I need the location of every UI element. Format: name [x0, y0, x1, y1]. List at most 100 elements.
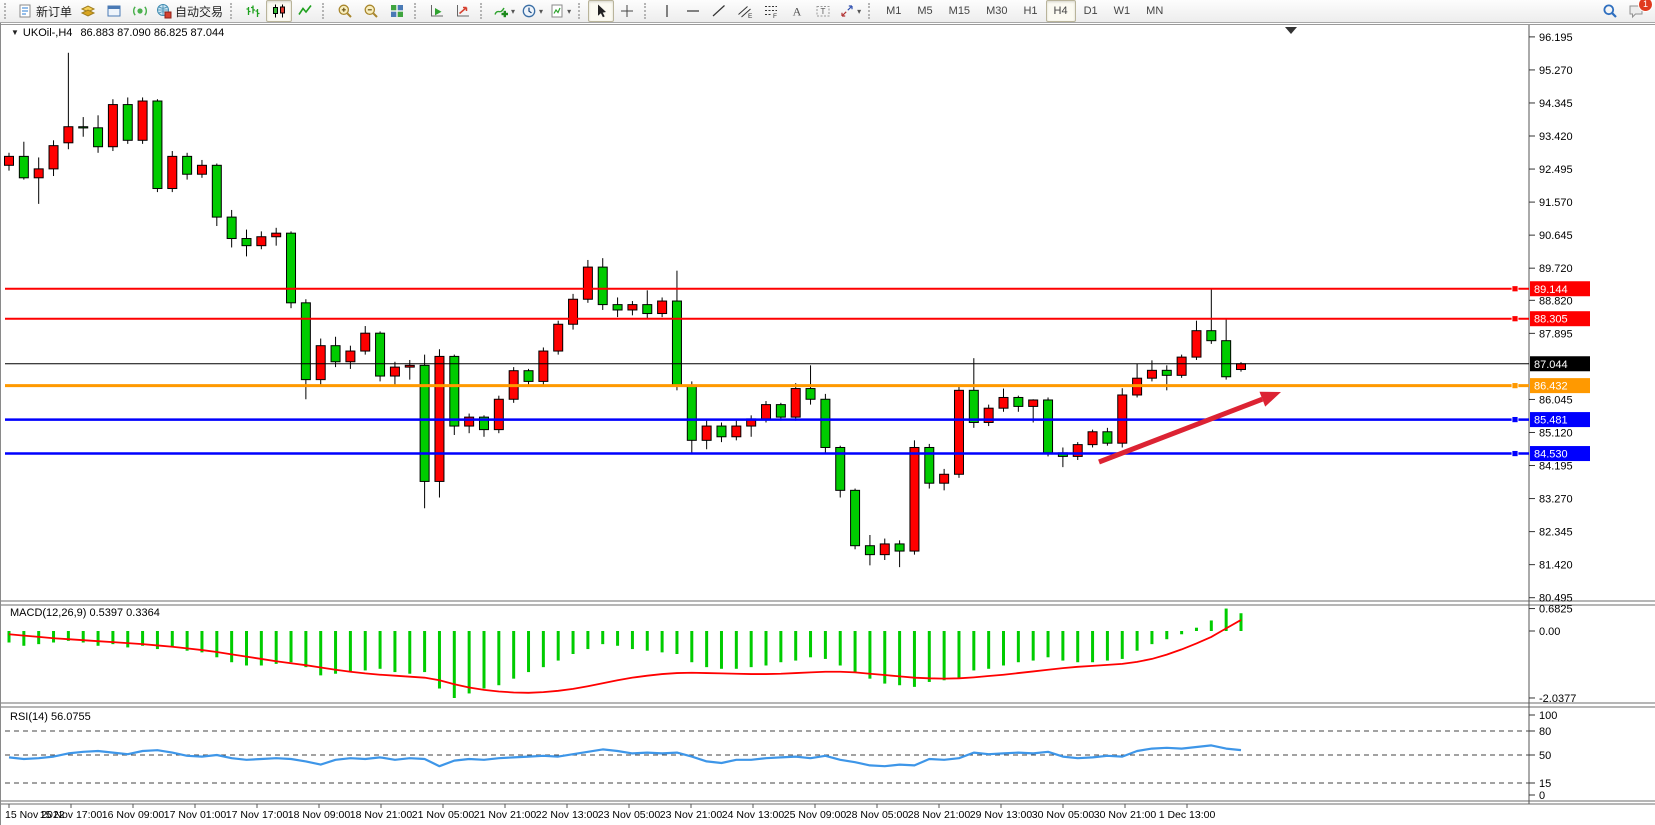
timeframe-m1[interactable]: M1: [878, 0, 909, 22]
horizontal-line-button[interactable]: [680, 0, 706, 22]
arrows-button[interactable]: ▾: [836, 0, 864, 22]
level-handle[interactable]: [1511, 285, 1519, 293]
macd-values: 0.5397 0.3364: [89, 607, 160, 619]
equidistant-channel-icon: E: [738, 6, 753, 19]
candle-body: [1043, 399, 1054, 454]
candle-body: [196, 164, 207, 175]
time-tick-label: 15 Nov 17:00: [40, 809, 103, 821]
level-handle[interactable]: [1511, 450, 1519, 457]
templates-button[interactable]: ▾: [546, 0, 574, 22]
data-window-button[interactable]: [101, 0, 127, 22]
vertical-line-button[interactable]: [654, 0, 680, 22]
candle-body: [924, 446, 935, 484]
notifications-button[interactable]: 1: [1623, 0, 1653, 22]
candle-body: [820, 398, 831, 448]
fibonacci-button[interactable]: F: [758, 0, 784, 22]
fibonacci-icon: F: [765, 6, 778, 19]
time-tick-label: 1 Dec 13:00: [1159, 809, 1216, 821]
candle-body: [18, 155, 29, 179]
svg-text:A: A: [793, 5, 802, 19]
timeframe-d1[interactable]: D1: [1076, 0, 1106, 22]
candle-body: [478, 416, 489, 431]
candle-body: [864, 545, 875, 556]
price-tick-label: 91.570: [1539, 197, 1573, 209]
time-tick-label: 30 Nov 21:00: [1094, 809, 1157, 821]
price-tick-label: 95.270: [1539, 65, 1573, 77]
price-tick-label: 83.270: [1539, 494, 1573, 506]
chevron-down-icon[interactable]: ▾: [539, 6, 544, 16]
price-tick-label: 88.820: [1539, 295, 1573, 307]
search-button[interactable]: [1597, 0, 1623, 22]
time-tick-label: 28 Nov 21:00: [908, 809, 971, 821]
zoom-in-button[interactable]: [332, 0, 358, 22]
rsi-tick-label: 15: [1539, 778, 1551, 790]
trend-arrow[interactable]: [1098, 391, 1281, 465]
level-handle[interactable]: [1511, 382, 1519, 390]
line-chart-button[interactable]: [292, 0, 318, 22]
signals-button[interactable]: [127, 0, 153, 22]
timeframe-m5[interactable]: M5: [909, 0, 940, 22]
candle-body: [953, 389, 964, 475]
macd-signal-line: [8, 619, 1242, 694]
search-icon: [1603, 4, 1617, 18]
svg-text:84.530: 84.530: [1534, 449, 1568, 461]
candlestick-chart-button[interactable]: [266, 0, 293, 22]
time-tick-label: 29 Nov 13:00: [970, 809, 1033, 821]
text-button[interactable]: A: [784, 0, 810, 22]
timeframe-m15-label: M15: [948, 5, 971, 17]
svg-text:F: F: [773, 13, 777, 19]
text-label-button[interactable]: T: [810, 0, 836, 22]
candle-body: [731, 425, 742, 438]
tile-windows-button[interactable]: [384, 0, 410, 22]
candle-body: [998, 396, 1009, 409]
price-tick-label: 89.720: [1539, 263, 1573, 275]
chart-canvas[interactable]: 96.195 95.270 94.345 93.420 92.495 91.570 90.6…: [1, 23, 1655, 825]
signals-icon: [133, 6, 147, 16]
equidistant-channel-button[interactable]: E: [732, 0, 758, 22]
candle-body: [701, 425, 712, 441]
trendline-button[interactable]: [706, 0, 732, 22]
cursor-button[interactable]: [588, 0, 615, 22]
chevron-down-icon[interactable]: ▾: [511, 6, 516, 16]
chevron-down-icon[interactable]: ▾: [857, 6, 862, 16]
candle-body: [716, 425, 727, 438]
candle-body: [404, 364, 415, 368]
macd-axis: 0.6825 0.00 -2.0377: [1529, 604, 1576, 705]
chart-shift-marker[interactable]: [1285, 27, 1297, 34]
periods-button[interactable]: ▾: [518, 0, 546, 22]
candle-body: [642, 304, 653, 315]
auto-scroll-button[interactable]: [424, 0, 450, 22]
toolbar-grip: [868, 3, 875, 19]
arrows-icon: [841, 5, 853, 17]
time-tick-label: 16 Nov 09:00: [102, 809, 165, 821]
candle-body: [4, 155, 14, 166]
autotrading-button[interactable]: 自动交易: [153, 0, 226, 22]
timeframe-m15[interactable]: M15: [941, 0, 978, 22]
candle-body: [909, 446, 920, 552]
new-order-button[interactable]: 新订单: [14, 0, 75, 22]
level-handle[interactable]: [1511, 315, 1519, 323]
periods-icon: [522, 4, 536, 18]
bar-chart-button[interactable]: [240, 0, 266, 22]
time-tick-label: 23 Nov 05:00: [598, 809, 661, 821]
candle-body: [241, 238, 252, 247]
chart-menu-arrow-icon[interactable]: ▼: [11, 28, 19, 37]
chart-window[interactable]: 96.195 95.270 94.345 93.420 92.495 91.570 90.6…: [0, 23, 1655, 825]
auto-scroll-icon: [431, 5, 444, 17]
level-handle[interactable]: [1511, 416, 1519, 423]
crosshair-button[interactable]: [614, 0, 640, 22]
candle-body: [330, 345, 341, 363]
timeframe-m30-label: M30: [986, 5, 1008, 17]
timeframe-w1[interactable]: W1: [1106, 0, 1139, 22]
chevron-down-icon[interactable]: ▾: [567, 6, 572, 16]
timeframe-h4[interactable]: H4: [1045, 0, 1076, 22]
timeframe-mn[interactable]: MN: [1138, 0, 1171, 22]
timeframe-m30[interactable]: M30: [978, 0, 1015, 22]
market-watch-button[interactable]: [75, 0, 101, 22]
price-tick-label: 86.045: [1539, 394, 1573, 406]
chart-shift-button[interactable]: [450, 0, 476, 22]
zoom-out-button[interactable]: [358, 0, 384, 22]
indicators-button[interactable]: ▾: [490, 0, 518, 22]
timeframe-h1[interactable]: H1: [1015, 0, 1045, 22]
